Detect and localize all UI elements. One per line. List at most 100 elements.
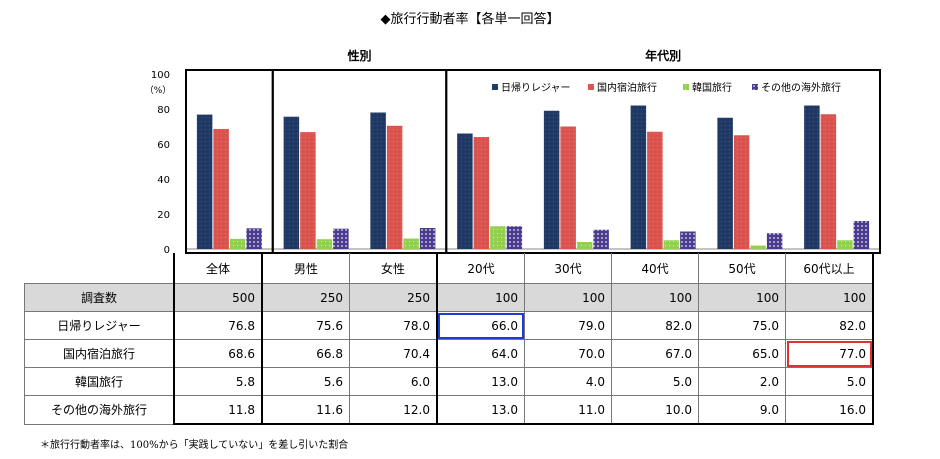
table-cell: 11.0 <box>524 395 612 425</box>
row-label-other-overseas: その他の海外旅行 <box>24 395 175 425</box>
bar-0-1 <box>283 116 300 249</box>
row-label-domestic-stay: 国内宿泊旅行 <box>24 339 175 368</box>
col-header-20s: 20代 <box>436 253 525 284</box>
col-header-60plus: 60代以上 <box>785 253 874 284</box>
col-header-all: 全体 <box>173 253 263 284</box>
bar-2-3 <box>490 226 506 249</box>
bar-1-2 <box>386 125 403 249</box>
table-cell: 75.6 <box>261 311 350 340</box>
bar-0-4 <box>543 110 560 249</box>
table-cell: 76.8 <box>173 311 263 340</box>
legend-label-3: その他の海外旅行 <box>761 81 841 94</box>
footnote: ＊旅行行動者率は、100%から「実践していない」を差し引いた割合 <box>40 440 349 451</box>
legend-label-2: 韓国旅行 <box>692 81 732 94</box>
legend-swatch-0 <box>492 84 498 90</box>
table-cell: 5.8 <box>173 367 263 396</box>
table-header-row: 全体 男性 女性 20代 30代 40代 50代 60代以上 <box>24 253 874 284</box>
legend-label-0: 日帰りレジャー <box>501 81 571 94</box>
table-cell: 250 <box>261 283 350 312</box>
table-cell: 5.6 <box>261 367 350 396</box>
table-cell: 6.0 <box>349 367 438 396</box>
y-tick-label: 0 <box>164 245 170 256</box>
table-cell: 250 <box>349 283 438 312</box>
bar-2-7 <box>837 240 853 249</box>
table-cell: 11.8 <box>173 395 263 425</box>
legend-label-1: 国内宿泊旅行 <box>597 81 657 94</box>
table-row: その他の海外旅行 11.8 11.6 12.0 13.0 11.0 10.0 9… <box>24 395 874 425</box>
bar-3-5 <box>680 231 696 249</box>
table-cell: 100 <box>436 283 525 312</box>
table-cell: 82.0 <box>611 311 699 340</box>
bar-1-0 <box>213 128 229 249</box>
bar-3-2 <box>419 228 436 249</box>
table-cell: 16.0 <box>785 395 874 425</box>
bar-0-3 <box>457 133 473 249</box>
bar-3-7 <box>853 221 870 249</box>
legend-swatch-1 <box>588 84 594 90</box>
table-cell: 65.0 <box>698 339 786 368</box>
table-row: 日帰りレジャー 76.8 75.6 78.0 66.0 79.0 82.0 75… <box>24 311 874 340</box>
table-cell: 79.0 <box>524 311 612 340</box>
y-tick-label: 20 <box>157 210 170 221</box>
bar-2-5 <box>663 240 680 249</box>
bar-2-4 <box>576 242 593 249</box>
highlighted-cell-blue: 66.0 <box>436 311 525 340</box>
col-header-male: 男性 <box>261 253 350 284</box>
bar-1-6 <box>733 135 750 249</box>
legend-swatch-2 <box>683 84 689 90</box>
bar-3-1 <box>333 228 349 249</box>
table-cell: 5.0 <box>785 367 874 396</box>
table-cell: 13.0 <box>436 367 525 396</box>
bar-1-4 <box>560 126 576 249</box>
table-corner <box>24 253 175 284</box>
table-cell: 100 <box>524 283 612 312</box>
table-cell: 78.0 <box>349 311 438 340</box>
bar-1-5 <box>647 131 663 249</box>
table-cell: 67.0 <box>611 339 699 368</box>
table-row: 韓国旅行 5.8 5.6 6.0 13.0 4.0 5.0 2.0 5.0 <box>24 367 874 396</box>
bar-3-6 <box>766 233 783 249</box>
chart-title: ◆旅行行動者率【各単一回答】 <box>380 12 560 27</box>
table-row: 国内宿泊旅行 68.6 66.8 70.4 64.0 70.0 67.0 65.… <box>24 339 874 368</box>
y-tick-label: 40 <box>157 175 170 186</box>
col-header-40s: 40代 <box>611 253 699 284</box>
y-tick-label: 80 <box>157 105 170 116</box>
col-header-30s: 30代 <box>524 253 612 284</box>
y-tick-label: 100 <box>151 70 170 81</box>
bar-0-7 <box>804 105 820 249</box>
table-cell: 4.0 <box>524 367 612 396</box>
table-cell: 2.0 <box>698 367 786 396</box>
bar-3-0 <box>246 228 262 249</box>
col-header-50s: 50代 <box>698 253 786 284</box>
table-cell: 100 <box>611 283 699 312</box>
bar-2-0 <box>229 238 246 249</box>
bar-3-4 <box>593 229 609 249</box>
table-cell: 9.0 <box>698 395 786 425</box>
bar-0-6 <box>717 117 733 249</box>
table-cell: 100 <box>698 283 786 312</box>
table-cell: 13.0 <box>436 395 525 425</box>
bar-0-5 <box>630 105 647 249</box>
table-cell: 70.0 <box>524 339 612 368</box>
y-tick-label: 60 <box>157 140 170 151</box>
bar-3-3 <box>506 226 523 249</box>
table-row: 調査数 500 250 250 100 100 100 100 100 <box>24 283 874 312</box>
bar-0-2 <box>370 112 386 249</box>
bar-2-2 <box>403 238 419 249</box>
bar-1-7 <box>820 114 837 249</box>
row-label-day-trip: 日帰りレジャー <box>24 311 175 340</box>
table-cell: 100 <box>785 283 874 312</box>
row-label-korea-trip: 韓国旅行 <box>24 367 175 396</box>
bar-2-1 <box>316 239 333 249</box>
table-cell: 12.0 <box>349 395 438 425</box>
group-label-age: 年代別 <box>645 48 681 63</box>
table-cell: 64.0 <box>436 339 525 368</box>
bar-1-1 <box>300 132 316 249</box>
table-cell: 66.8 <box>261 339 350 368</box>
table-cell: 75.0 <box>698 311 786 340</box>
bar-2-6 <box>750 245 766 249</box>
legend-swatch-3 <box>752 84 758 90</box>
bar-1-3 <box>473 137 490 249</box>
table-cell: 10.0 <box>611 395 699 425</box>
